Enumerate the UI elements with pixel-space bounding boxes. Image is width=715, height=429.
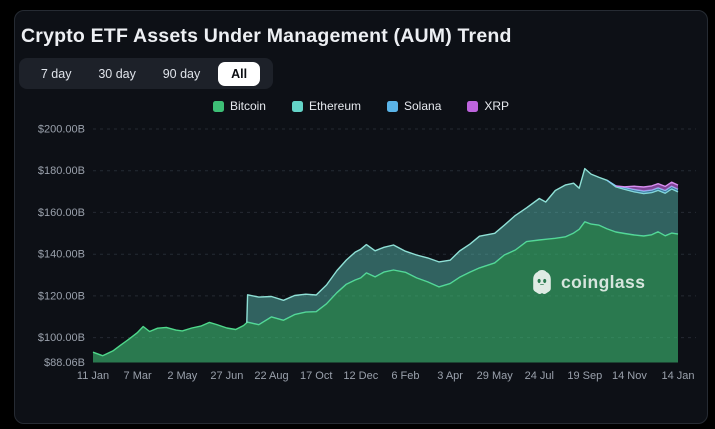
legend-swatch-icon (291, 100, 303, 112)
line-bitcoin (92, 221, 679, 357)
y-axis-label: $180.00B (38, 165, 85, 177)
x-axis-label: 2 May (167, 370, 197, 382)
x-axis-label: 11 Jan (77, 370, 109, 382)
y-axis-label: $160.00B (38, 207, 85, 219)
tab-all[interactable]: All (218, 61, 261, 86)
area-bitcoin (93, 221, 678, 363)
x-axis-label: 27 Jun (210, 370, 243, 382)
area-ethereum (246, 168, 679, 325)
tab-90-day[interactable]: 90 day (162, 66, 201, 81)
chart-legend: Bitcoin Ethereum Solana XRP (15, 99, 707, 113)
x-axis-label: 12 Dec (343, 370, 378, 382)
time-range-tabs: 7 day 30 day 90 day All (19, 58, 273, 89)
aum-stacked-area-chart[interactable]: $200.00B $180.00B $160.00B $140.00B $120.00B… (15, 11, 707, 423)
y-axis-label: $200.00B (38, 124, 85, 136)
legend-label: XRP (484, 99, 510, 113)
legend-item-xrp[interactable]: XRP (467, 99, 509, 113)
legend-item-ethereum[interactable]: Ethereum (291, 99, 361, 113)
y-axis-label: $100.00B (38, 332, 85, 344)
x-axis-label: 29 May (477, 370, 514, 382)
legend-label: Solana (404, 99, 442, 113)
x-axis-label: 6 Feb (391, 370, 419, 382)
tab-30-day[interactable]: 30 day (98, 66, 136, 81)
x-axis-label: 14 Nov (612, 370, 647, 382)
x-axis-label: 3 Apr (437, 370, 463, 382)
y-axis-label: $88.06B (44, 357, 85, 369)
legend-item-solana[interactable]: Solana (387, 99, 441, 113)
legend-label: Ethereum (308, 99, 361, 113)
line-xrp (615, 181, 679, 188)
x-axis-label: 7 Mar (124, 370, 152, 382)
area-solana (607, 180, 678, 194)
legend-swatch-icon (467, 100, 479, 112)
legend-item-bitcoin[interactable]: Bitcoin (212, 99, 266, 113)
legend-swatch-icon (212, 100, 224, 112)
y-axis-label: $120.00B (38, 290, 85, 302)
x-axis-label: 17 Oct (300, 370, 332, 382)
x-axis-label: 22 Aug (254, 370, 288, 382)
y-axis-label: $140.00B (38, 249, 85, 261)
legend-swatch-icon (387, 100, 398, 112)
x-axis-label: 24 Jul (525, 370, 554, 382)
legend-label: Bitcoin (229, 99, 266, 113)
tab-7-day[interactable]: 7 day (40, 66, 72, 81)
x-axis-label: 14 Jan (661, 370, 694, 382)
x-axis-label: 19 Sep (567, 370, 602, 382)
page-title: Crypto ETF Assets Under Management (AUM)… (21, 25, 512, 47)
chart-card: Crypto ETF Assets Under Management (AUM)… (14, 10, 708, 424)
